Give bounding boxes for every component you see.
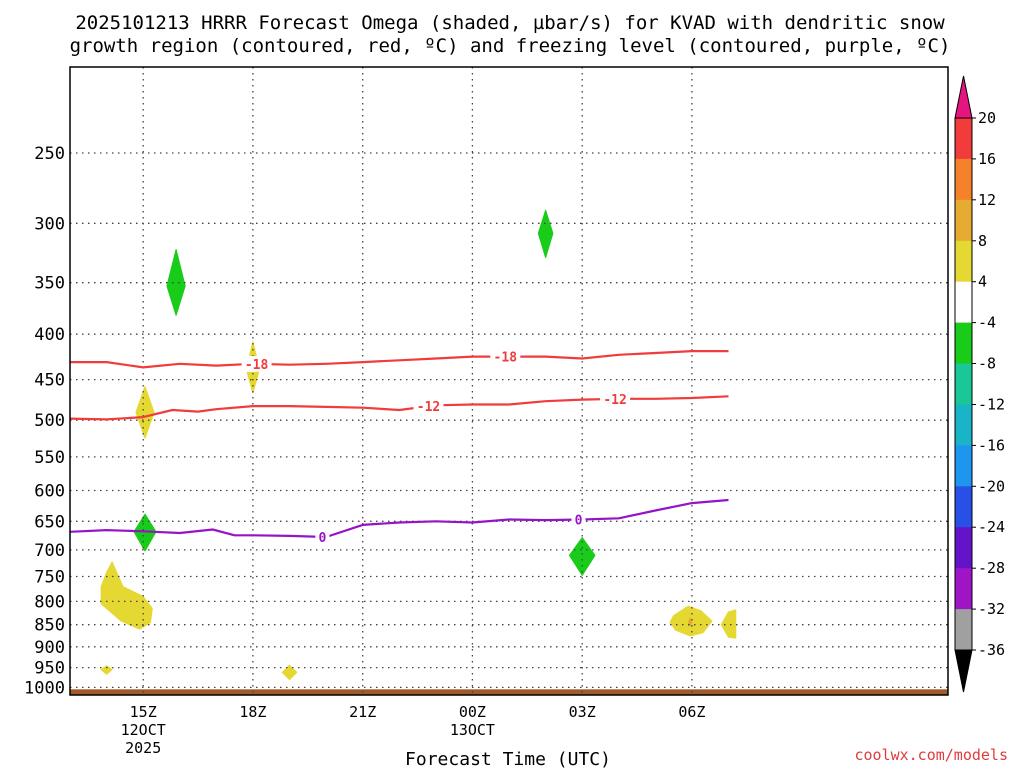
chart-title-line-1: 2025101213 HRRR Forecast Omega (shaded, … [75, 12, 945, 34]
colorbar-label-8: -16 [978, 436, 1005, 454]
contour-line-0 [70, 350, 729, 369]
colorbar-label-0: 20 [978, 109, 996, 127]
colorbar-label-13: -36 [978, 641, 1005, 659]
contour-label-2-1: 0 [575, 514, 583, 529]
colorbar [954, 75, 973, 693]
colorbar-label-10: -24 [978, 518, 1005, 536]
shaded-region-7 [281, 664, 298, 681]
colorbar-labels: 20 16 12 8 4 -4 -8 -12 -16 -20 -24 -28 -32 -36 [972, 109, 1005, 659]
y-tick-label-350: 350 [34, 274, 65, 294]
contour-lines: -18 -18 -12 -12 0 0 [69, 348, 729, 546]
y-tick-label-500: 500 [34, 411, 65, 431]
y-axis-tick-labels: 2503003504004505005506006507007508008509… [24, 144, 65, 698]
y-tick-label-400: 400 [34, 325, 65, 345]
chart-title-line-2: growth region (contoured, red, ºC) and f… [70, 35, 951, 57]
colorbar-swatch-1 [955, 158, 972, 201]
contour-label-0-0: -18 [245, 358, 269, 373]
contour-label-bg-1-0 [413, 398, 444, 415]
ground-fill [70, 689, 948, 695]
colorbar-label-5: -4 [978, 314, 996, 332]
colorbar-top-arrow [954, 75, 973, 119]
contour-label-0-1: -18 [494, 351, 518, 366]
contour-label-1-0: -12 [417, 400, 440, 415]
contour-line-2 [69, 498, 729, 539]
y-tick-label-650: 650 [34, 512, 65, 532]
colorbar-label-6: -8 [978, 355, 996, 373]
colorbar-label-4: 4 [978, 273, 987, 291]
y-tick-label-950: 950 [34, 659, 65, 679]
shaded-region-3 [568, 537, 596, 576]
ground-surface [70, 689, 948, 695]
x-tick-label-24-0: 00Z [459, 703, 486, 721]
colorbar-swatch-5 [955, 322, 972, 364]
y-tick-label-250: 250 [34, 144, 65, 164]
x-tick-label-27-0: 03Z [569, 703, 596, 721]
x-tick-label-15-2: 2025 [125, 739, 161, 757]
plot-border [69, 66, 949, 696]
x-axis-label: Forecast Time (UTC) [405, 749, 611, 768]
x-tick-label-18-0: 18Z [239, 703, 266, 721]
y-tick-label-900: 900 [34, 638, 65, 658]
y-tick-label-700: 700 [34, 541, 65, 561]
colorbar-label-7: -12 [978, 396, 1005, 414]
x-tick-label-15-1: 12OCT [121, 721, 166, 739]
shaded-region-5 [135, 385, 155, 439]
shaded-region-0 [166, 248, 186, 316]
y-tick-label-800: 800 [34, 592, 65, 612]
colorbar-label-1: 16 [978, 150, 996, 168]
colorbar-label-3: 8 [978, 232, 987, 250]
colorbar-swatch-4 [955, 281, 972, 324]
colorbar-swatch-7 [955, 404, 972, 446]
colorbar-swatch-3 [955, 240, 972, 283]
contour-label-bg-1-1 [600, 390, 631, 407]
colorbar-label-12: -32 [978, 600, 1005, 618]
shaded-region-2 [133, 513, 157, 552]
plot-background [70, 67, 948, 695]
colorbar-swatch-0 [955, 118, 972, 160]
shaded-region-6 [100, 665, 113, 675]
credit-text: coolwx.com/models [854, 746, 1008, 764]
contour-label-bg-2-1 [571, 511, 586, 528]
y-tick-label-850: 850 [34, 616, 65, 636]
y-tick-label-750: 750 [34, 568, 65, 588]
contour-label-bg-2-0 [315, 528, 330, 545]
x-tick-label-15-0: 15Z [130, 703, 157, 721]
x-tick-label-21-0: 21Z [349, 703, 376, 721]
shaded-region-1 [537, 209, 554, 259]
colorbar-swatch-9 [955, 486, 972, 528]
colorbar-swatch-10 [955, 527, 972, 569]
colorbar-label-2: 12 [978, 191, 996, 209]
y-tick-label-450: 450 [34, 371, 65, 391]
colorbar-label-11: -28 [978, 559, 1005, 577]
x-tick-label-30-0: 06Z [678, 703, 705, 721]
y-tick-label-300: 300 [34, 214, 65, 234]
colorbar-swatch-6 [955, 363, 972, 405]
y-tick-label-600: 600 [34, 482, 65, 502]
y-tick-label-1000: 1000 [24, 678, 65, 698]
colorbar-swatch-2 [955, 199, 972, 242]
shaded-region-8 [100, 561, 153, 630]
y-tick-label-550: 550 [34, 448, 65, 468]
colorbar-bottom-arrow [954, 649, 973, 693]
contour-label-bg-0-1 [490, 348, 521, 365]
contour-label-1-1: -12 [603, 393, 626, 408]
shaded-region-10 [720, 609, 737, 639]
contour-label-bg-0-0 [241, 355, 272, 372]
colorbar-swatch-11 [955, 568, 972, 610]
plot-area: -18 -18 -12 -12 0 0 [69, 66, 949, 696]
contour-label-2-0: 0 [318, 531, 326, 546]
colorbar-swatch-8 [955, 445, 972, 487]
colorbar-label-9: -20 [978, 477, 1005, 495]
x-tick-label-24-1: 13OCT [450, 721, 495, 739]
grid-lines [70, 67, 948, 695]
colorbar-swatch-12 [955, 609, 972, 651]
